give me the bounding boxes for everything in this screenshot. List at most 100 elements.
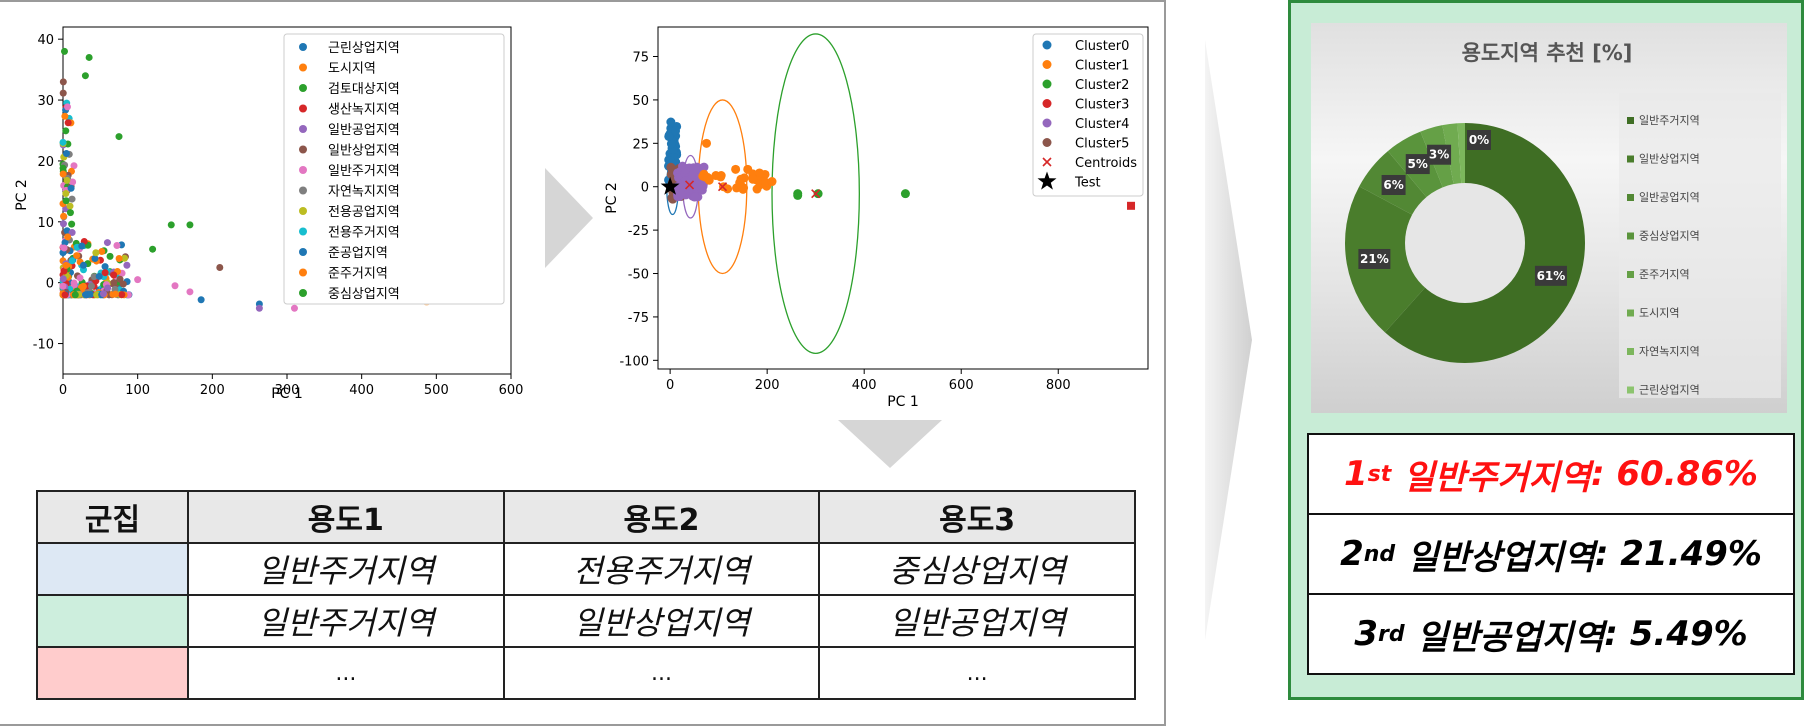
centroid-marker <box>717 182 728 192</box>
scatter-point <box>70 162 78 170</box>
scatter-point <box>95 272 103 280</box>
scatter-point <box>171 282 179 290</box>
scatter-point <box>90 273 98 281</box>
x-tick-label: 0 <box>59 383 67 398</box>
legend-marker <box>1042 118 1052 128</box>
cluster-scatter: 0 200 400 600 800 -100 -75 -50 -25 0 25 50 75 Cluste… <box>604 26 1149 410</box>
scatter-point <box>67 184 75 192</box>
legend-marker <box>299 166 307 174</box>
scatter-point <box>676 189 686 199</box>
scatter-point <box>666 162 676 172</box>
legend-label: Cluster4 <box>1075 117 1129 132</box>
pie-slice <box>1345 186 1465 333</box>
header-usage3: 용도3 <box>818 490 1136 544</box>
plot1-xlabel: PC 1 <box>271 386 303 402</box>
y-tick-label: 10 <box>37 216 54 231</box>
legend-label: Cluster5 <box>1075 137 1129 152</box>
scatter-point <box>754 168 764 178</box>
legend-marker <box>299 145 307 154</box>
scatter-point <box>690 192 700 202</box>
x-tick-label: 0 <box>666 378 674 393</box>
table-cell: ... <box>502 646 821 700</box>
scatter-point <box>59 89 67 97</box>
scatter-point <box>68 229 76 237</box>
legend-marker <box>1042 40 1052 50</box>
table-cell: 일반상업지역 <box>502 594 821 648</box>
scatter-point <box>118 291 126 299</box>
scatter-point <box>59 164 67 172</box>
scatter-point <box>197 296 205 304</box>
scatter-point <box>60 47 68 55</box>
scatter-point <box>60 212 68 220</box>
scatter-point <box>760 177 770 187</box>
scatter-point <box>115 133 123 141</box>
legend-label: 중심상업지역 <box>1639 230 1700 243</box>
scatter-point <box>78 242 86 250</box>
legend-swatch <box>1627 309 1634 317</box>
table-row: 일반주거지역 일반상업지역 일반공업지역 <box>36 594 1136 648</box>
data-label-box <box>1427 144 1452 165</box>
arrow-right-icon <box>545 168 593 268</box>
scatter-point <box>62 127 70 135</box>
scatter-point <box>68 220 76 228</box>
data-label-box <box>1405 154 1430 175</box>
legend-marker <box>1042 60 1052 69</box>
legend-label: 일반공업지역 <box>328 123 400 138</box>
data-label: 3% <box>1429 148 1449 162</box>
table-cell: 일반주거지역 <box>187 542 505 596</box>
scatter-point <box>87 290 95 298</box>
x-tick-label: 200 <box>755 378 780 393</box>
legend-swatch <box>1627 348 1634 355</box>
scatter-point <box>91 255 99 263</box>
scatter-point <box>59 170 67 178</box>
scatter-point <box>703 172 713 182</box>
x-tick-label: 400 <box>852 378 877 393</box>
scatter-point <box>70 279 78 287</box>
scatter-point <box>664 131 674 141</box>
plot1-legend-box <box>283 33 505 305</box>
scatter-point <box>119 280 127 288</box>
scatter-point <box>98 248 106 256</box>
scatter-point <box>59 220 67 228</box>
legend-label: 준공업지역 <box>328 246 388 261</box>
chart-title: 용도지역 추천 [%] <box>1462 41 1633 65</box>
x-tick-label: 600 <box>949 378 974 393</box>
pie-chart-card: 용도지역 추천 [%] 61% 21% 6% 5% 3% 0% 일반주거지역 일반상업지역 일… <box>1311 23 1787 413</box>
scatter-point <box>68 195 76 203</box>
scatter-point <box>93 291 101 299</box>
legend-label: 중심상업지역 <box>328 287 400 302</box>
legend-marker <box>1042 157 1052 167</box>
x-tick-label: 100 <box>125 383 150 398</box>
table-cell: 일반공업지역 <box>818 594 1136 648</box>
scatter-point <box>87 282 95 290</box>
scatter-point <box>73 252 81 260</box>
legend-swatch <box>1627 386 1634 394</box>
scatter-point <box>216 263 224 271</box>
scatter-point <box>61 239 69 247</box>
scatter-point <box>702 138 712 148</box>
cluster-color-swatch <box>36 646 189 700</box>
table-cell: ... <box>187 646 505 700</box>
data-label-box <box>1534 265 1567 286</box>
scatter-point <box>681 165 691 175</box>
table-row: 일반주거지역 전용주거지역 중심상업지역 <box>36 542 1136 596</box>
y-tick-label: 40 <box>37 33 54 48</box>
scatter-point <box>134 276 142 284</box>
scatter-point <box>666 139 676 149</box>
y-tick-label: -100 <box>619 354 649 369</box>
cluster-color-swatch <box>36 594 189 648</box>
legend-label: 자연녹지지역 <box>328 185 400 200</box>
scatter-point <box>103 239 111 247</box>
scatter-point <box>743 164 753 174</box>
plot2-legend-box <box>1032 33 1144 197</box>
table-cell: 전용주거지역 <box>502 542 821 596</box>
y-tick-label: -10 <box>33 338 54 353</box>
x-tick-label: 800 <box>1046 378 1071 393</box>
legend-label: Cluster1 <box>1075 59 1129 74</box>
legend-label: 일반상업지역 <box>1639 152 1700 166</box>
scatter-point <box>61 291 69 299</box>
recommendation-panel: 용도지역 추천 [%] 61% 21% 6% 5% 3% 0% 일반주거지역 일반상업지역 일… <box>1288 0 1804 700</box>
y-tick-label: 75 <box>632 51 649 66</box>
